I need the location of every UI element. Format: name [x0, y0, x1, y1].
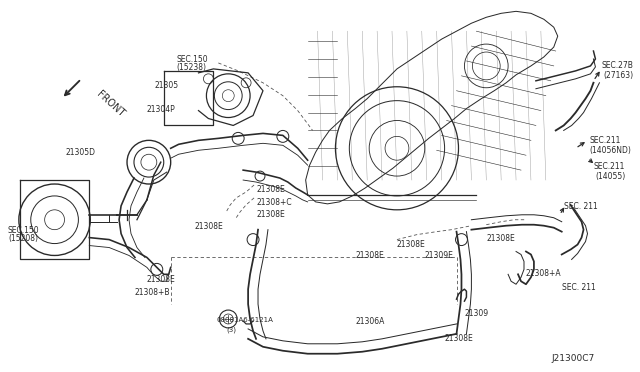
Text: 21308E: 21308E	[397, 240, 426, 248]
Text: 21309E: 21309E	[425, 251, 454, 260]
Text: (14055): (14055)	[595, 172, 626, 181]
Text: 21304P: 21304P	[147, 105, 175, 113]
Text: 21308E: 21308E	[256, 185, 285, 194]
Text: 21308+C: 21308+C	[256, 198, 292, 207]
Text: 21308+B: 21308+B	[135, 288, 170, 297]
Text: SEC.27B: SEC.27B	[602, 61, 633, 70]
Text: SEC. 211: SEC. 211	[562, 283, 595, 292]
Text: 21308E: 21308E	[256, 210, 285, 219]
Text: (15208): (15208)	[8, 234, 38, 243]
Text: SEC.211: SEC.211	[589, 137, 621, 145]
Text: 21308E: 21308E	[486, 234, 515, 243]
Text: 21308E: 21308E	[445, 334, 474, 343]
Text: 21308E: 21308E	[147, 275, 175, 284]
Text: 21305D: 21305D	[65, 148, 95, 157]
Text: 08081A6-6121A: 08081A6-6121A	[216, 317, 273, 323]
Text: 21308E: 21308E	[355, 251, 384, 260]
Text: SEC. 211: SEC. 211	[564, 202, 598, 211]
Text: FRONT: FRONT	[94, 89, 126, 119]
Text: 21306A: 21306A	[355, 317, 385, 326]
Text: (3): (3)	[227, 327, 236, 333]
Text: 21308+A: 21308+A	[526, 269, 562, 278]
Text: (14056ND): (14056ND)	[589, 146, 632, 155]
Text: J21300C7: J21300C7	[552, 354, 595, 363]
Text: 21308E: 21308E	[195, 222, 223, 231]
Text: SEC.150: SEC.150	[8, 226, 40, 235]
Text: 21305: 21305	[155, 81, 179, 90]
Text: (15238): (15238)	[177, 63, 207, 72]
Text: SEC.150: SEC.150	[177, 55, 208, 64]
Text: 21309: 21309	[465, 309, 488, 318]
Text: (27163): (27163)	[604, 71, 634, 80]
Text: SEC.211: SEC.211	[593, 162, 625, 171]
